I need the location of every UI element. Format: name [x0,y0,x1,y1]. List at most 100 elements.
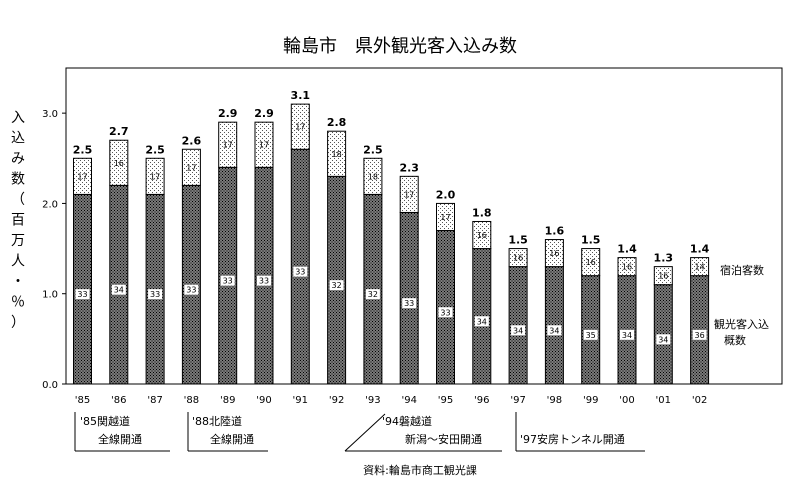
x-tick-label: '02 [692,395,707,406]
bar-segment-overnight [254,121,274,168]
annotation-hokuriku-line1: '88北陸道 [192,414,242,428]
x-tick-label: '98 [547,395,562,406]
bar-percent-label-sightseers: 34 [114,286,124,295]
y-axis-label-char: 百 [11,213,25,229]
bar-percent-label-sightseers: 34 [622,331,632,340]
bar-percent-label-overnight: 17 [223,141,233,150]
bar-percent-label-sightseers: 34 [477,317,487,326]
bar-segment-overnight [581,248,601,277]
bar-segment-overnight [109,139,129,186]
y-axis: 0.0 1.0 2.0 3.0 [42,109,66,391]
bar-percent-label-overnight: 18 [332,150,342,159]
annotation-kanetsu: '85関越道 全線開通 [74,412,170,452]
bars: 33 17 2.5 34 16 2.7 33 17 2.5 33 17 2.6 33 17 2.9 33 17 2… [73,89,710,385]
bar-segment-overnight [399,175,419,213]
bar-percent-label-overnight: 18 [368,172,378,181]
bar-percent-box [293,266,308,277]
bar-segment-sightseers [508,266,528,385]
bar-segment-overnight [544,239,564,268]
annotation-hokuriku: '88北陸道 全線開通 [187,412,268,452]
bar-segment-overnight [327,130,347,177]
annotation-abo-tunnel-line1: '97安房トンネル開通 [520,432,625,446]
bar-percent-box [75,289,90,300]
bar-percent-box [402,298,417,309]
bar-percent-label-sightseers: 33 [77,290,87,299]
bar-percent-label-overnight: 17 [259,141,269,150]
bar-total-label: 1.3 [654,252,674,265]
bar-total-label: 1.8 [472,206,492,219]
bar-segment-overnight [290,103,310,150]
y-axis-label-char: （ [11,192,25,208]
y-axis-label: 入込み数 （ 百万人・ ％ ） [11,110,25,331]
bar-percent-box [438,307,453,318]
x-tick-label: '91 [293,395,308,406]
bar-segment-sightseers [690,275,710,385]
bar-total-label: 2.0 [436,188,456,201]
x-tick-label: '00 [619,395,634,406]
y-tick-label: 0.0 [42,380,58,391]
x-tick-label: '01 [656,395,671,406]
bar-total-label: 1.6 [545,225,565,238]
bar-percent-label-overnight: 16 [586,258,596,267]
bar-percent-label-overnight: 16 [622,263,632,272]
y-axis-label-char: 入 [11,110,25,126]
bar-total-label: 2.7 [109,125,129,138]
bar-total-label: 1.5 [508,234,528,247]
bar-percent-box [329,280,344,291]
bar-percent-label-sightseers: 35 [586,331,596,340]
x-tick-label: '92 [329,395,344,406]
bar-percent-label-overnight: 16 [549,249,559,258]
bar-total-label: 2.5 [73,143,93,156]
bar-segment-overnight [218,121,238,168]
bar-percent-label-sightseers: 33 [150,290,160,299]
x-tick-label: '89 [220,395,235,406]
x-tick-label: '99 [583,395,598,406]
annotation-banetsu-line2: 新潟～安田開通 [405,432,482,446]
x-tick-label: '96 [474,395,489,406]
bar-percent-label-overnight: 16 [477,231,487,240]
bar-total-label: 2.5 [145,143,165,156]
legend-lower-line1: 観光客入込 [714,317,769,331]
bar-total-label: 2.9 [254,107,274,120]
x-tick-label: '97 [510,395,525,406]
bar-segment-overnight [690,257,710,277]
y-axis-label-char: み [11,151,25,167]
bar-percent-box [656,334,671,345]
bar-percent-label-sightseers: 33 [440,308,450,317]
bar-segment-overnight [181,148,201,186]
annotation-kanetsu-line2: 全線開通 [98,432,142,446]
bar-total-label: 1.4 [617,243,637,256]
x-tick-label: '87 [147,395,162,406]
y-axis-label-char: 万 [11,233,25,249]
x-tick-label: '94 [401,395,416,406]
bar-percent-box [583,329,598,340]
bar-percent-label-overnight: 14 [695,263,705,272]
plot-frame [65,67,783,385]
bar-percent-label-sightseers: 33 [186,286,196,295]
bar-percent-label-sightseers: 32 [332,281,342,290]
bar-percent-label-sightseers: 34 [513,326,523,335]
annotation-hokuriku-line2: 全線開通 [210,432,254,446]
x-tick-label: '85 [75,395,90,406]
x-tick-label: '95 [438,395,453,406]
y-axis-label-char: ・ [11,274,25,290]
bar-total-label: 1.4 [690,243,710,256]
bar-total-label: 2.8 [327,116,347,129]
y-axis-label-char: 数 [11,172,25,188]
legend-upper: 宿泊客数 [720,263,764,277]
y-axis-label-char: ） [11,315,25,331]
chart-title: 輪島市 県外観光客入込み数 [283,36,517,57]
bar-segment-sightseers [653,284,673,385]
bar-percent-box [365,289,380,300]
x-tick-label: '86 [111,395,126,406]
bar-percent-label-sightseers: 34 [658,335,668,344]
y-axis-label-char: 人 [11,254,25,270]
bar-percent-box [148,289,163,300]
bar-total-label: 3.1 [291,89,311,102]
bar-percent-label-overnight: 17 [186,163,196,172]
bar-percent-label-overnight: 17 [295,123,305,132]
bar-percent-label-sightseers: 36 [695,331,705,340]
bar-percent-box [474,316,489,327]
legend-lower-line2: 概数 [724,334,746,347]
